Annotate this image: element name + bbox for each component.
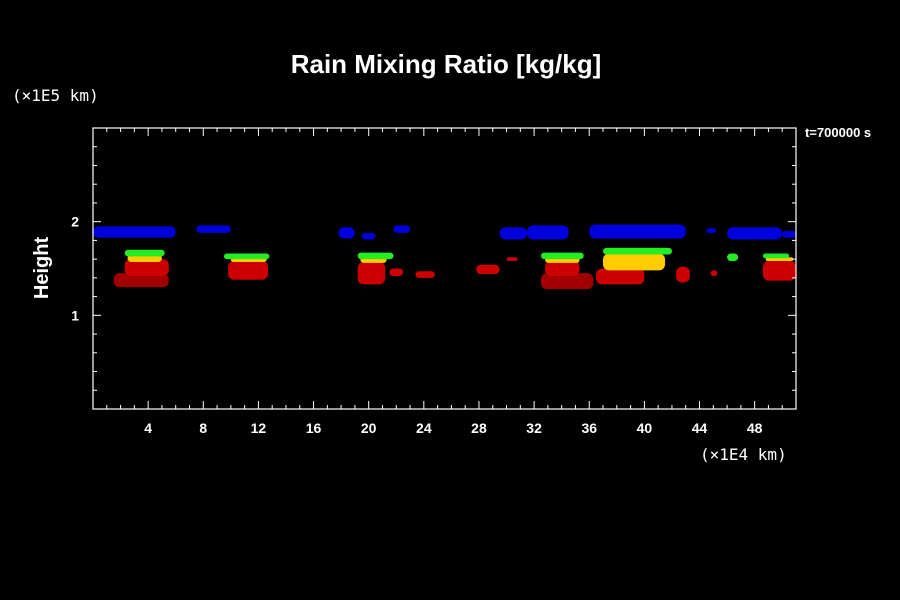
rain-region-mid-33	[710, 270, 718, 276]
rain-region-green-37	[762, 253, 790, 259]
rain-region-green-34	[727, 253, 739, 262]
x-tick-label-48: 48	[747, 420, 763, 436]
rain-region-mid-19	[389, 268, 404, 276]
rain-region-green-31	[603, 247, 672, 255]
y-axis-label: Height	[31, 237, 53, 300]
rain-region-dark-11	[113, 273, 169, 288]
rain-region-low-10	[706, 228, 717, 233]
x-tick-label-20: 20	[361, 420, 377, 436]
x-unit-label: (×1E4 km)	[700, 445, 787, 464]
rain-region-mid-12	[124, 259, 169, 276]
rain-region-mid-15	[228, 261, 269, 280]
rain-region-low-7	[589, 224, 686, 239]
x-tick-label-8: 8	[199, 420, 207, 436]
rain-region-mid-32	[676, 266, 690, 283]
rain-region-green-21	[357, 252, 394, 260]
x-tick-label-16: 16	[306, 420, 322, 436]
rain-region-low-3	[361, 232, 376, 240]
rain-region-low-8	[727, 227, 783, 240]
rain-region-green-28	[540, 252, 584, 260]
time-label: t=700000 s	[805, 125, 871, 140]
rain-region-mid-29	[596, 268, 645, 285]
rain-region-yellow-30	[603, 253, 666, 271]
rain-region-mid-22	[415, 271, 435, 278]
rain-region-mid-26	[545, 261, 580, 276]
x-tick-label-36: 36	[581, 420, 597, 436]
x-tick-label-4: 4	[144, 420, 152, 436]
rain-region-low-0	[93, 226, 176, 238]
rain-regions	[93, 224, 796, 290]
rain-region-low-6	[527, 225, 569, 240]
rain-region-low-4	[393, 225, 411, 233]
y-unit-label: (×1E5 km)	[12, 86, 99, 105]
rain-region-low-1	[196, 225, 231, 233]
rain-region-yellow-36	[765, 257, 794, 262]
rain-region-mid-23	[476, 264, 500, 275]
x-tick-label-40: 40	[637, 420, 653, 436]
x-tick-label-44: 44	[692, 420, 708, 436]
x-tick-label-24: 24	[416, 420, 432, 436]
plot-frame	[92, 127, 797, 410]
rain-region-low-9	[782, 231, 796, 238]
x-tick-label-32: 32	[526, 420, 542, 436]
y-tick-label-1: 1	[71, 307, 79, 323]
rain-region-low-5	[499, 227, 528, 240]
rain-region-green-14	[124, 249, 165, 257]
rain-region-low-2	[338, 227, 355, 239]
x-tick-label-12: 12	[251, 420, 267, 436]
rain-region-mid-24	[506, 257, 518, 262]
axis-ticks	[93, 128, 796, 409]
rain-region-dark-25	[540, 273, 594, 290]
rain-region-mid-35	[762, 261, 796, 281]
chart-title: Rain Mixing Ratio [kg/kg]	[291, 49, 602, 79]
rain-region-mid-18	[357, 261, 386, 285]
rain-region-green-17	[223, 253, 270, 260]
y-tick-label-2: 2	[71, 214, 79, 230]
x-tick-label-28: 28	[471, 420, 487, 436]
